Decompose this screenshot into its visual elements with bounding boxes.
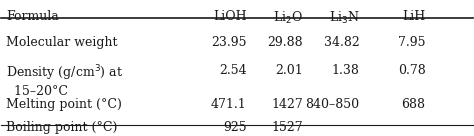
Text: 34.82: 34.82: [324, 36, 359, 49]
Text: Molecular weight: Molecular weight: [6, 36, 118, 49]
Text: Formula: Formula: [6, 10, 59, 23]
Text: Li$_3$N: Li$_3$N: [328, 10, 359, 26]
Text: Melting point (°C): Melting point (°C): [6, 98, 122, 111]
Text: Boiling point (°C): Boiling point (°C): [6, 121, 118, 134]
Text: 925: 925: [223, 121, 246, 134]
Text: 7.95: 7.95: [398, 36, 426, 49]
Text: 29.88: 29.88: [267, 36, 303, 49]
Text: 840–850: 840–850: [305, 98, 359, 111]
Text: LiH: LiH: [402, 10, 426, 23]
Text: LiOH: LiOH: [213, 10, 246, 23]
Text: 1527: 1527: [271, 121, 303, 134]
Text: Density (g/cm$^3$) at
  15–20°C: Density (g/cm$^3$) at 15–20°C: [6, 64, 123, 98]
Text: Li$_2$O: Li$_2$O: [273, 10, 303, 26]
Text: 1427: 1427: [271, 98, 303, 111]
Text: 688: 688: [401, 98, 426, 111]
Text: 2.54: 2.54: [219, 64, 246, 77]
Text: 0.78: 0.78: [398, 64, 426, 77]
Text: 1.38: 1.38: [332, 64, 359, 77]
Text: 23.95: 23.95: [211, 36, 246, 49]
Text: 2.01: 2.01: [275, 64, 303, 77]
Text: 471.1: 471.1: [210, 98, 246, 111]
